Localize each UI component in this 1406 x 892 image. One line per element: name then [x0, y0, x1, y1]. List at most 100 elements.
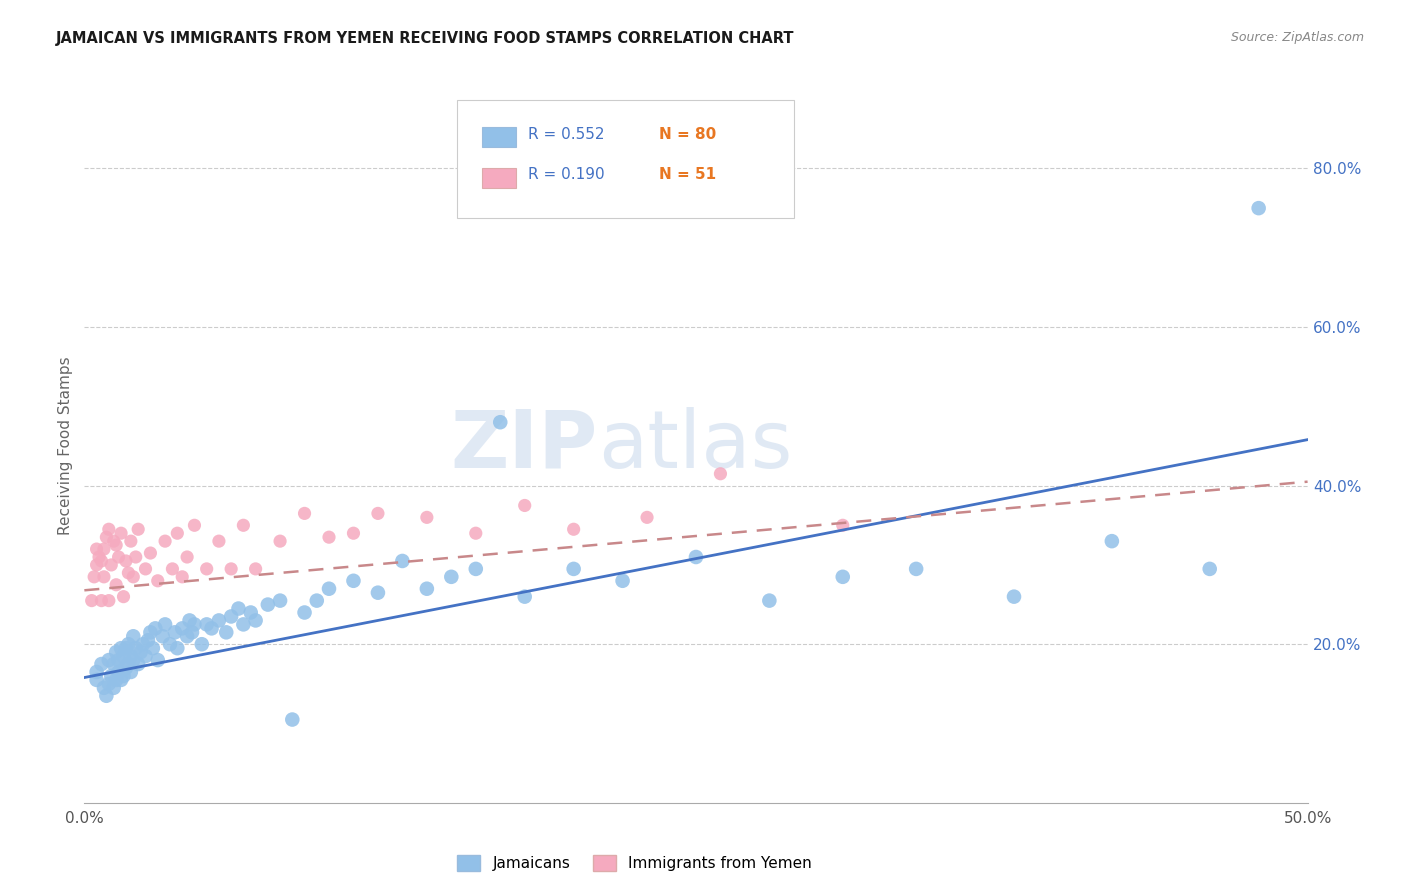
Point: [245, 614, 267, 628]
Point: [86, 542, 108, 557]
Point: [125, 641, 148, 656]
Point: [127, 522, 149, 536]
Point: [117, 637, 139, 651]
Point: [232, 617, 254, 632]
Point: [342, 574, 364, 588]
Point: [112, 590, 135, 604]
Point: [105, 673, 128, 687]
Point: [163, 625, 186, 640]
Point: [245, 562, 267, 576]
Point: [195, 617, 218, 632]
Point: [142, 641, 165, 656]
Point: [181, 625, 204, 640]
Point: [1101, 534, 1123, 549]
Point: [135, 562, 157, 576]
Point: [440, 570, 463, 584]
Point: [709, 467, 731, 481]
Point: [281, 713, 304, 727]
Point: [100, 558, 122, 572]
Point: [86, 665, 108, 679]
Text: R = 0.190: R = 0.190: [529, 168, 605, 182]
Point: [122, 570, 145, 584]
Point: [685, 549, 707, 564]
FancyBboxPatch shape: [482, 168, 516, 187]
Point: [107, 653, 129, 667]
Point: [342, 526, 364, 541]
Point: [1247, 201, 1270, 215]
Point: [93, 542, 115, 557]
Point: [86, 673, 108, 687]
Point: [129, 645, 152, 659]
Point: [219, 562, 242, 576]
Point: [112, 669, 135, 683]
Text: N = 51: N = 51: [659, 168, 717, 182]
Point: [1198, 562, 1220, 576]
Point: [100, 669, 122, 683]
Point: [93, 681, 115, 695]
Text: JAMAICAN VS IMMIGRANTS FROM YEMEN RECEIVING FOOD STAMPS CORRELATION CHART: JAMAICAN VS IMMIGRANTS FROM YEMEN RECEIV…: [56, 31, 794, 46]
Point: [97, 677, 120, 691]
Point: [513, 499, 536, 513]
Text: Source: ZipAtlas.com: Source: ZipAtlas.com: [1230, 31, 1364, 45]
Point: [107, 549, 129, 564]
Point: [152, 629, 174, 643]
Point: [318, 530, 340, 544]
Point: [90, 657, 112, 671]
Point: [80, 593, 103, 607]
Point: [103, 681, 125, 695]
FancyBboxPatch shape: [482, 127, 516, 147]
Point: [120, 649, 142, 664]
Point: [146, 574, 169, 588]
Point: [318, 582, 340, 596]
Point: [110, 526, 132, 541]
Point: [200, 621, 222, 635]
Point: [416, 510, 439, 524]
Point: [464, 562, 486, 576]
Point: [905, 562, 928, 576]
Point: [391, 554, 413, 568]
Point: [120, 665, 142, 679]
Point: [166, 526, 188, 541]
Point: [172, 570, 194, 584]
Point: [219, 609, 242, 624]
Point: [162, 562, 184, 576]
Point: [96, 530, 118, 544]
Point: [831, 570, 853, 584]
Point: [166, 641, 188, 656]
Point: [143, 621, 166, 635]
Point: [120, 534, 142, 549]
Point: [115, 661, 138, 675]
Point: [97, 593, 120, 607]
Point: [831, 518, 853, 533]
Point: [97, 653, 120, 667]
Point: [464, 526, 486, 541]
Point: [153, 534, 176, 549]
Point: [305, 593, 328, 607]
Point: [176, 629, 198, 643]
Point: [228, 601, 250, 615]
Point: [136, 633, 159, 648]
Point: [107, 665, 129, 679]
Point: [127, 657, 149, 671]
Point: [195, 562, 218, 576]
Point: [179, 614, 201, 628]
Point: [96, 689, 118, 703]
Point: [86, 558, 108, 572]
Point: [97, 522, 120, 536]
Point: [122, 653, 145, 667]
Point: [1002, 590, 1025, 604]
Point: [489, 415, 512, 429]
Point: [93, 570, 115, 584]
Point: [110, 641, 132, 656]
Point: [83, 570, 105, 584]
Point: [90, 593, 112, 607]
Point: [562, 562, 585, 576]
Point: [105, 538, 128, 552]
Point: [115, 641, 138, 656]
Legend: Jamaicans, Immigrants from Yemen: Jamaicans, Immigrants from Yemen: [451, 849, 818, 877]
Point: [191, 637, 214, 651]
Text: N = 80: N = 80: [659, 127, 717, 142]
Point: [132, 637, 155, 651]
Point: [183, 617, 205, 632]
Point: [146, 653, 169, 667]
